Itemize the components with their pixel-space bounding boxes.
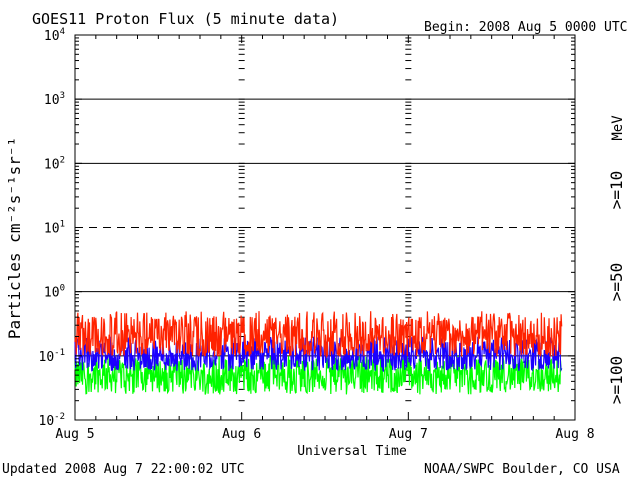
x-tick-label: Aug 6 [222,427,261,442]
y-tick-label: 10-1 [39,348,66,365]
credit: NOAA/SWPC Boulder, CO USA [424,462,620,477]
x-tick-label: Aug 7 [389,427,428,442]
legend-ge100: >=100 [607,356,626,404]
legend-ge50: >=50 [607,263,626,302]
unit-label-mev: MeV [610,115,626,141]
y-tick-label: 100 [44,284,65,301]
series-line-ge50 [74,336,563,373]
x-axis-label: Universal Time [297,444,407,459]
x-tick-label: Aug 5 [55,427,94,442]
y-tick-label: 103 [44,91,65,108]
series-line-ge100 [74,355,563,395]
chart-title: GOES11 Proton Flux (5 minute data) [32,10,339,28]
y-axis-label: Particles cm⁻²s⁻¹sr⁻¹ [5,137,24,339]
grid-lines [75,98,575,357]
y-tick-label: 10-2 [39,412,66,429]
x-tick-label: Aug 8 [555,427,594,442]
y-axis: 104 103 102 101 100 10-1 10-2 [39,27,575,429]
x-axis: Aug 5 Aug 6 Aug 7 Aug 8 [55,35,595,442]
y-tick-label: 104 [44,27,65,44]
begin-time: Begin: 2008 Aug 5 0000 UTC [424,20,628,35]
y-tick-label: 101 [44,220,65,237]
series-line-ge10 [74,311,563,359]
legend-ge10: >=10 [607,171,626,210]
updated-time: Updated 2008 Aug 7 22:00:02 UTC [2,462,245,477]
data-series [74,311,563,395]
y-tick-label: 102 [44,155,65,172]
